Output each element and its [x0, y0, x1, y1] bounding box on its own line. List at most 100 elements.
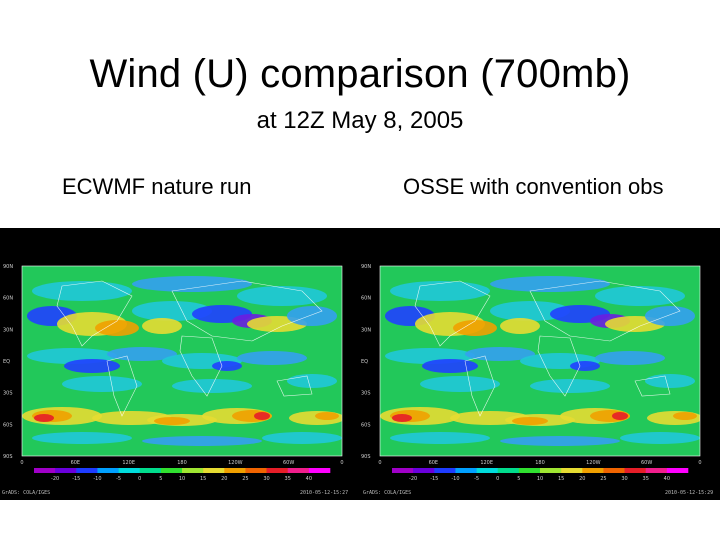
- left-colorbar-swatch: [245, 468, 267, 473]
- right-colorbar-label: -10: [451, 476, 459, 482]
- left-wind-region: [237, 351, 307, 365]
- left-colorbar-label: 40: [306, 476, 312, 482]
- left-lat-label: EQ: [3, 359, 10, 365]
- left-colorbar-label: 25: [242, 476, 248, 482]
- right-colorbar-label: 40: [664, 476, 670, 482]
- right-panel-label: OSSE with convention obs: [403, 174, 664, 199]
- left-colorbar-swatch: [76, 468, 98, 473]
- left-wind-region: [262, 432, 342, 444]
- right-colorbar-swatch: [413, 468, 435, 473]
- left-lon-label: 60W: [283, 460, 294, 466]
- right-wind-region: [595, 351, 665, 365]
- left-colorbar-swatch: [224, 468, 246, 473]
- right-wind-region: [595, 286, 685, 306]
- left-colorbar-label: 5: [159, 476, 162, 482]
- right-wind-region: [570, 361, 600, 371]
- left-colorbar-swatch: [287, 468, 310, 473]
- left-colorbar-swatch: [55, 468, 77, 473]
- left-panel-label: ECWMF nature run: [62, 174, 252, 199]
- right-colorbar-swatch: [666, 468, 689, 473]
- right-wind-region: [645, 374, 695, 388]
- left-colorbar-label: -15: [72, 476, 80, 482]
- left-wind-region: [142, 318, 182, 334]
- right-lon-label: 120W: [586, 460, 601, 466]
- left-colorbar-label: 20: [221, 476, 227, 482]
- left-wind-region: [34, 414, 54, 422]
- right-wind-region: [645, 306, 695, 326]
- right-colorbar-label: 30: [621, 476, 627, 482]
- right-lon-label: 60W: [641, 460, 652, 466]
- right-colorbar-label: -15: [430, 476, 438, 482]
- left-coastline: [276, 375, 313, 397]
- right-lat-label: EQ: [361, 359, 368, 365]
- right-colorbar-swatch: [497, 468, 520, 473]
- right-lon-label: 0: [378, 460, 381, 466]
- left-frame: [21, 265, 343, 457]
- left-colorbar-swatch: [308, 468, 331, 473]
- right-colorbar-swatch: [392, 468, 414, 473]
- left-field: [22, 266, 342, 456]
- right-field: [380, 266, 700, 456]
- right-colorbar-swatch: [645, 468, 668, 473]
- left-lon-label: 120E: [122, 460, 135, 466]
- right-lon-label: 0: [698, 460, 701, 466]
- right-coastline: [414, 280, 491, 347]
- right-wind-region: [500, 436, 620, 446]
- right-colorbar-label: -5: [474, 476, 479, 482]
- left-wind-region: [107, 347, 177, 361]
- left-wind-region: [95, 320, 139, 336]
- left-wind-region: [62, 376, 142, 392]
- right-lon-label: 120E: [480, 460, 493, 466]
- left-colorbar-swatch: [160, 468, 183, 473]
- left-lat-label: 30S: [3, 391, 13, 397]
- right-lat-label: 60N: [361, 296, 371, 302]
- left-lon-label: 180: [177, 460, 187, 466]
- right-colorbar-swatch: [476, 468, 499, 473]
- left-lon-label: 0: [340, 460, 343, 466]
- right-wind-region: [673, 412, 697, 420]
- left-wind-region: [32, 281, 132, 301]
- right-footer-left: GrADS: COLA/IGES: [363, 490, 412, 496]
- left-wind-region: [154, 417, 190, 425]
- left-wind-region: [64, 359, 120, 373]
- left-colorbar-label: -10: [93, 476, 101, 482]
- right-colorbar-swatch: [603, 468, 625, 473]
- right-colorbar-label: -20: [409, 476, 417, 482]
- left-coastline: [171, 280, 323, 342]
- right-wind-region: [420, 376, 500, 392]
- left-wind-region: [142, 436, 262, 446]
- right-colorbar-swatch: [582, 468, 604, 473]
- left-colorbar-label: 30: [263, 476, 269, 482]
- right-lat-label: 30S: [361, 391, 371, 397]
- left-lon-label: 120W: [228, 460, 243, 466]
- right-wind-region: [390, 432, 490, 444]
- right-wind-region: [490, 276, 610, 292]
- left-lon-label: 60E: [71, 460, 81, 466]
- left-lat-label: 90N: [3, 264, 13, 270]
- right-colorbar-swatch: [540, 468, 562, 473]
- right-colorbar-label: 35: [643, 476, 649, 482]
- right-wind-region: [422, 359, 478, 373]
- left-wind-region: [132, 276, 252, 292]
- right-colorbar-swatch: [561, 468, 583, 473]
- slide-subtitle: at 12Z May 8, 2005: [256, 107, 464, 134]
- right-colorbar-swatch: [624, 468, 647, 473]
- right-colorbar-label: 25: [600, 476, 606, 482]
- right-wind-region: [612, 412, 628, 420]
- left-colorbar-label: -5: [116, 476, 121, 482]
- left-colorbar-label: 15: [200, 476, 206, 482]
- right-lon-label: 60E: [429, 460, 439, 466]
- left-wind-region: [287, 306, 337, 326]
- right-footer-right: 2010-05-12-15:29: [665, 490, 714, 496]
- right-wind-region: [453, 320, 497, 336]
- right-colorbar-swatch: [434, 468, 456, 473]
- right-wind-region: [620, 432, 700, 444]
- right-colorbar-label: 5: [517, 476, 520, 482]
- left-wind-region: [287, 374, 337, 388]
- left-colorbar-label: 10: [179, 476, 185, 482]
- left-wind-region: [32, 432, 132, 444]
- right-lat-label: 30N: [361, 327, 371, 333]
- right-lat-label: 90S: [361, 454, 371, 460]
- right-colorbar-swatch: [518, 468, 541, 473]
- right-wind-map: 90N 60N 30N EQ 30S 60S 90S 0 60E 120E 180 120W 60W 0 -…: [361, 264, 702, 482]
